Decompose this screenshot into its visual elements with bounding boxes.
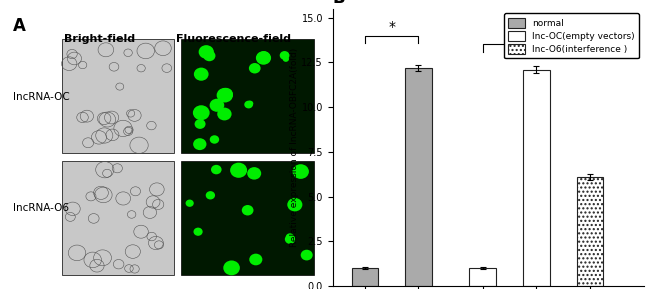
Circle shape (217, 108, 231, 121)
Circle shape (286, 233, 294, 240)
Circle shape (209, 99, 224, 112)
Circle shape (194, 68, 209, 81)
Bar (62, 161, 174, 275)
Circle shape (194, 119, 205, 129)
Circle shape (211, 165, 222, 174)
Circle shape (219, 88, 233, 100)
Circle shape (205, 191, 215, 199)
Circle shape (256, 51, 271, 65)
Circle shape (283, 56, 289, 62)
Circle shape (224, 260, 240, 275)
Bar (181, 39, 314, 153)
Bar (469, 268, 496, 286)
Bar (577, 177, 603, 286)
Text: B: B (333, 0, 345, 7)
Circle shape (301, 250, 313, 260)
Circle shape (249, 63, 261, 73)
Circle shape (258, 51, 270, 62)
Circle shape (194, 228, 203, 236)
Text: #: # (504, 29, 515, 43)
Text: *: * (388, 20, 395, 34)
Circle shape (285, 235, 295, 244)
Text: lncRNA-O6: lncRNA-O6 (13, 203, 69, 214)
Circle shape (203, 50, 215, 61)
Circle shape (216, 88, 233, 103)
Text: Fluorescence-field: Fluorescence-field (176, 34, 291, 44)
Circle shape (249, 254, 263, 265)
Bar (352, 268, 378, 286)
Y-axis label: Relative expression of lncRNA-OBFC2A(fold): Relative expression of lncRNA-OBFC2A(fol… (290, 48, 298, 247)
Circle shape (292, 164, 309, 179)
Legend: normal, lnc-OC(empty vectors), lnc-O6(interference ): normal, lnc-OC(empty vectors), lnc-O6(in… (504, 13, 639, 58)
Text: A: A (13, 17, 25, 35)
Circle shape (193, 138, 207, 150)
Text: #: # (557, 29, 569, 43)
Circle shape (280, 51, 289, 60)
Circle shape (193, 105, 210, 120)
Circle shape (287, 198, 302, 212)
Text: lncRNA-OC: lncRNA-OC (13, 92, 70, 103)
Circle shape (210, 135, 219, 144)
Circle shape (247, 101, 254, 106)
Bar (62, 39, 174, 153)
Circle shape (199, 45, 214, 59)
Bar (523, 70, 550, 286)
Bar (181, 161, 314, 275)
Text: Bright-field: Bright-field (64, 34, 135, 44)
Circle shape (247, 167, 261, 180)
Circle shape (185, 199, 194, 207)
Bar (405, 68, 432, 286)
Circle shape (230, 163, 247, 178)
Circle shape (242, 205, 254, 216)
Circle shape (244, 101, 253, 108)
